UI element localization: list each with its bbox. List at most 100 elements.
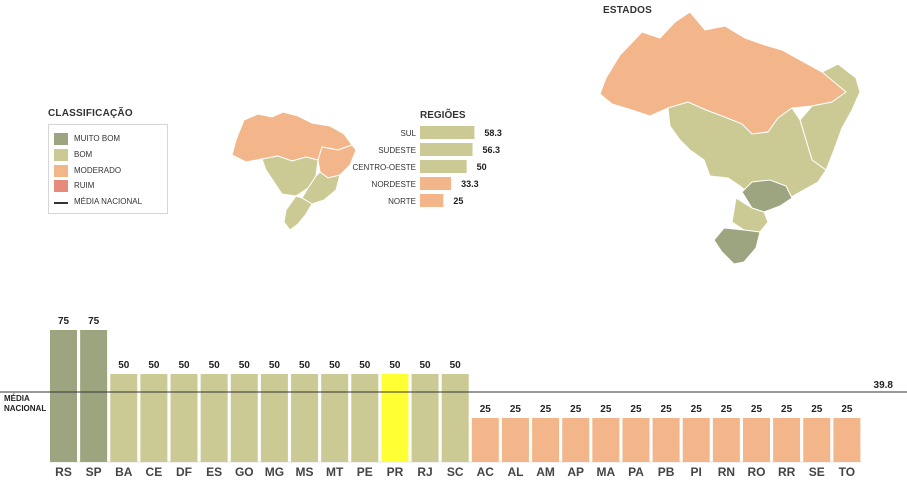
legend-label: MÉDIA NACIONAL [74,197,143,206]
state-bar-df [170,374,198,462]
legend-swatch [54,149,68,161]
state-value-label: 25 [721,404,733,415]
state-tick-label: PI [691,465,702,479]
region-value: 56.3 [483,145,501,155]
state-tick-label: RS [55,465,72,479]
region-nordeste [317,144,357,179]
region-label: NORDESTE [372,180,416,189]
state-value-label: 50 [299,360,311,371]
state-bar-mt [321,374,349,462]
state-bar-go [230,374,258,462]
state-bar-ce [140,374,168,462]
legend-line [54,202,68,204]
legend-title: CLASSIFICAÇÃO [48,108,133,119]
state-value-label: 50 [269,360,281,371]
state-tick-label: RR [778,465,796,479]
state-bar-rj [411,374,439,462]
state-bar-to [833,418,861,462]
region-bar [420,126,475,139]
region-label: SUDESTE [378,146,416,155]
legend-label: BOM [74,150,93,159]
region-bar [420,194,444,207]
state-tick-label: AP [567,465,584,479]
state-bar-rr [773,418,801,462]
state-value-label: 25 [841,404,853,415]
state-bar-sp [80,330,108,462]
legend-label: MODERADO [74,166,122,175]
regions-chart-title: REGIÕES [420,108,466,121]
state-tick-label: GO [235,465,254,479]
region-value: 50 [477,162,487,172]
state-value-label: 50 [118,360,130,371]
state-value-label: 50 [389,360,401,371]
state-value-label: 25 [781,404,793,415]
state-tick-label: PA [628,465,644,479]
regions-chart: REGIÕES SUL 58.3 SUDESTE 56.3 CENTRO-OESTE 50… [352,108,502,207]
state-tick-label: AC [477,465,495,479]
legend-label: RUIM [74,181,95,190]
national-average-value: 39.8 [874,380,894,391]
state-bar-ms [291,374,319,462]
states-map [599,11,861,265]
state-value-label: 25 [600,404,612,415]
state-tick-label: MT [326,465,344,479]
state-bar-am [532,418,560,462]
states-south [731,197,769,233]
state-value-label: 25 [751,404,763,415]
state-bar-ap [562,418,590,462]
state-bar-al [501,418,529,462]
state-tick-label: MS [296,465,314,479]
region-label: SUL [400,129,416,138]
states-chart: 75 RS 75 SP 50 BA 50 CE 50 DF 50 ES 50 GO 50 MG 50 MS 50 MT… [0,316,907,479]
state-value-label: 50 [209,360,221,371]
state-bar-ma [592,418,620,462]
state-tick-label: CE [146,465,163,479]
state-bar-sc [441,374,469,462]
state-bar-rs [50,330,77,462]
legend: MUITO BOM BOM MODERADO RUIM MÉDIA NACION… [48,124,168,214]
region-value: 33.3 [461,179,479,189]
state-bar-pe [351,374,379,462]
national-average-label-line1: MÉDIA [4,394,30,403]
state-value-label: 25 [480,404,492,415]
state-value-label: 25 [540,404,552,415]
state-tick-label: AM [536,465,555,479]
state-tick-label: MA [597,465,616,479]
region-bar [420,160,467,173]
state-tick-label: SE [809,465,825,479]
state-tick-label: SP [86,465,102,479]
state-value-label: 25 [510,404,522,415]
state-value-label: 50 [450,360,462,371]
state-value-label: 50 [178,360,190,371]
legend-label: MUITO BOM [74,134,121,143]
state-rs [713,227,761,265]
state-value-label: 25 [691,404,703,415]
region-sul [283,195,313,231]
state-bar-se [803,418,831,462]
region-sudeste [301,171,341,205]
state-tick-label: DF [176,465,192,479]
state-bar-mg [260,374,288,462]
state-bar-ba [110,374,138,462]
state-bar-pa [622,418,650,462]
state-value-label: 75 [58,316,70,327]
state-bar-pb [652,418,680,462]
state-tick-label: RJ [417,465,432,479]
region-bar [420,177,452,190]
state-value-label: 25 [661,404,673,415]
state-tick-label: RN [718,465,735,479]
state-value-label: 25 [630,404,642,415]
state-tick-label: MG [265,465,284,479]
state-value-label: 25 [811,404,823,415]
state-bar-pi [682,418,710,462]
state-bar-pr [381,374,409,462]
states-central [667,101,827,207]
state-tick-label: PB [658,465,675,479]
region-bar [420,143,473,156]
state-tick-label: RO [747,465,765,479]
state-tick-label: PE [357,465,373,479]
state-value-label: 50 [239,360,251,371]
state-tick-label: AL [507,465,523,479]
region-value: 58.3 [484,128,502,138]
